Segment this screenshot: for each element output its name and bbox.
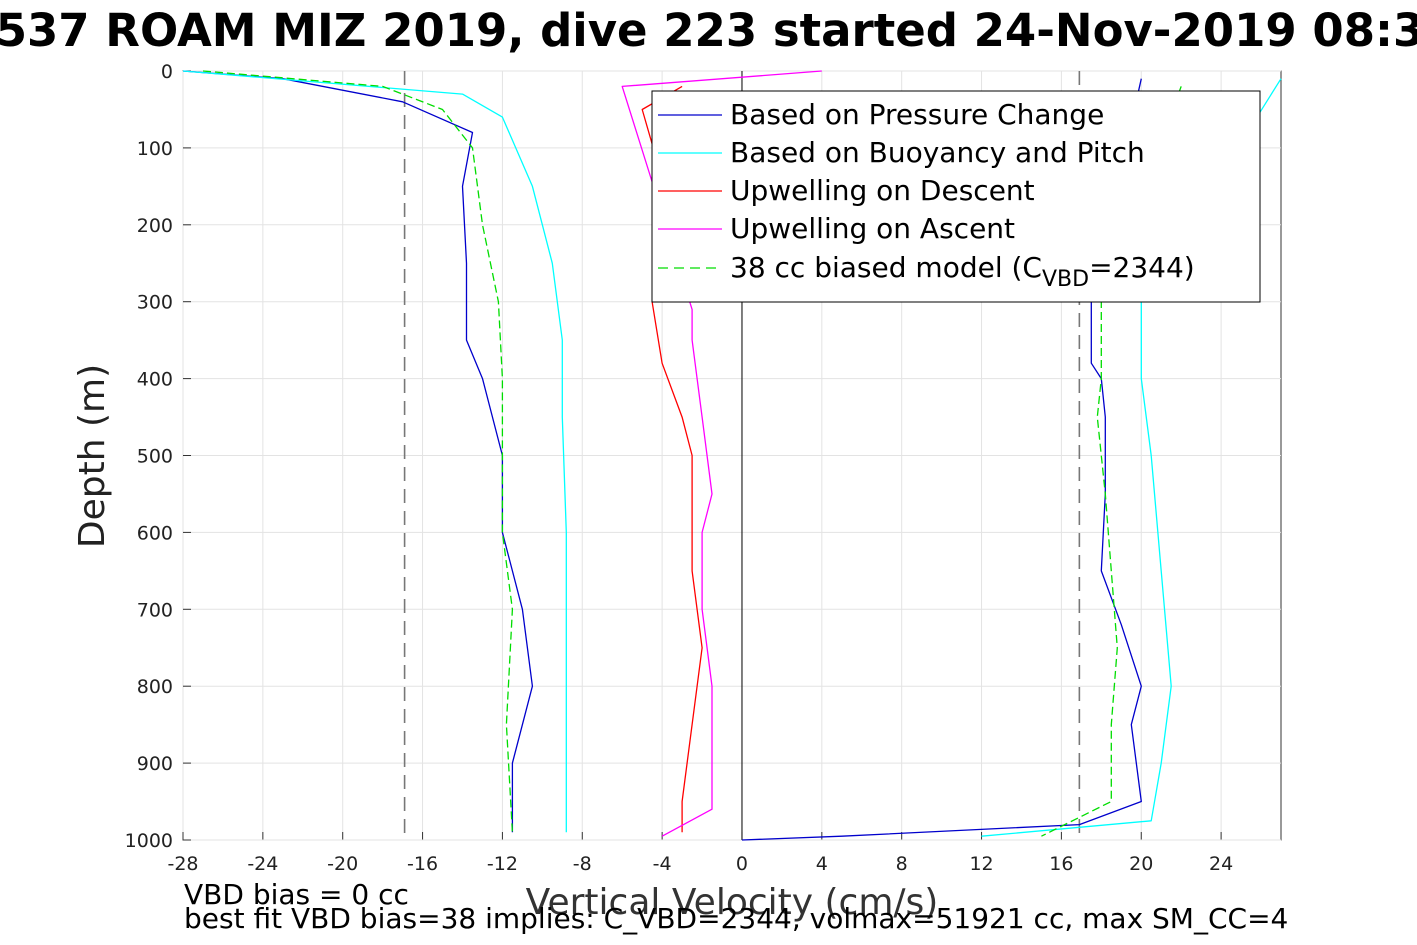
series-line-6 (202, 70, 514, 833)
series-line-0 (182, 70, 534, 833)
x-tick-label: 0 (736, 853, 748, 875)
y-tick-label: 500 (137, 446, 173, 468)
y-tick-label: 1000 (125, 830, 173, 852)
y-tick-label: 300 (137, 292, 173, 314)
series-line-3 (981, 78, 1282, 837)
x-tick-label: 12 (969, 853, 993, 875)
x-tick-label: 24 (1209, 853, 1233, 875)
x-tick-label: -20 (327, 853, 358, 875)
legend-label-biased-end: =2344) (1089, 251, 1195, 284)
footer-line-1: VBD bias = 0 cc (184, 878, 409, 911)
legend-label-biased-sub: VBD (1042, 267, 1089, 292)
x-tick-label: 20 (1129, 853, 1153, 875)
x-tick-label: -24 (247, 853, 278, 875)
y-tick-label: 900 (137, 753, 173, 775)
series-line-1 (741, 78, 1142, 841)
legend-label-upwelling-descent: Upwelling on Descent (730, 174, 1035, 207)
x-tick-label: 4 (816, 853, 828, 875)
legend-label-upwelling-ascent: Upwelling on Ascent (730, 212, 1015, 245)
x-axis-label: Vertical Velocity (cm/s) (526, 882, 939, 923)
y-tick-label: 600 (137, 522, 173, 544)
y-tick-labels: 0 100 200 300 400 500 600 700 800 900 1000 (125, 61, 173, 852)
series-group (182, 70, 1282, 841)
x-tick-label: -16 (407, 853, 438, 875)
legend-label-biased-model: 38 cc biased model (CVBD=2344) (730, 251, 1195, 292)
legend-box (651, 90, 1261, 303)
chart-title: 537 ROAM MIZ 2019, dive 223 started 24-N… (0, 4, 1417, 57)
y-tick-label: 100 (137, 138, 173, 160)
footer-line-2: best fit VBD bias=38 implies: C_VBD=2344… (184, 902, 1288, 935)
x-tick-label: 8 (896, 853, 908, 875)
x-tick-label: -8 (573, 853, 592, 875)
x-tick-labels: -28 -24 -20 -16 -12 -8 -4 0 4 8 12 16 20 24 (167, 853, 1233, 875)
legend-label-biased-main: 38 cc biased model (C (730, 251, 1042, 284)
y-axis-label: Depth (m) (72, 364, 113, 548)
legend-label-pressure: Based on Pressure Change (730, 98, 1104, 131)
y-tick-label: 0 (161, 61, 173, 83)
series-line-7 (1041, 86, 1182, 837)
y-tick-label: 200 (137, 215, 173, 237)
series-line-2 (182, 70, 567, 833)
x-tick-label: -28 (167, 853, 198, 875)
x-tick-label: -12 (487, 853, 518, 875)
x-tick-label: -4 (653, 853, 672, 875)
y-tick-label: 400 (137, 369, 173, 391)
legend: Based on Pressure Change Based on Buoyan… (651, 90, 1261, 303)
y-tick-label: 800 (137, 676, 173, 698)
x-tick-label: 16 (1049, 853, 1073, 875)
y-tick-label: 700 (137, 599, 173, 621)
legend-label-buoyancy: Based on Buoyancy and Pitch (730, 136, 1145, 169)
